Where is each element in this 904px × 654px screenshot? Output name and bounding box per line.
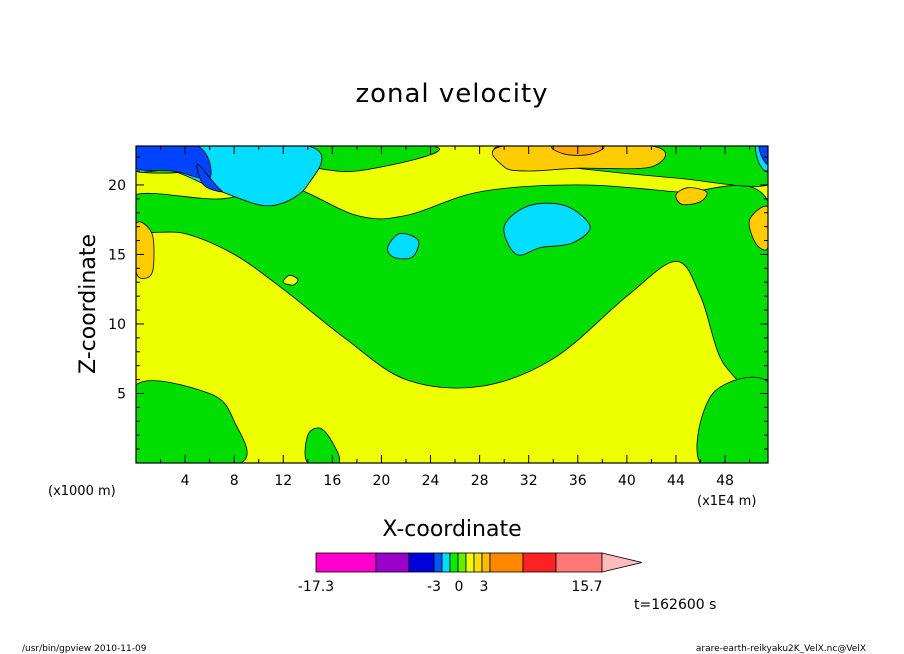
x-unit-label: (x1E4 m) bbox=[697, 494, 756, 509]
y-tick-label: 10 bbox=[108, 317, 126, 333]
contour-green-bottom-left bbox=[136, 380, 248, 463]
contour-green-band bbox=[136, 184, 768, 394]
x-axis-title: X-coordinate bbox=[382, 517, 521, 542]
colorbar-cell bbox=[481, 552, 491, 573]
y-tick-label: 5 bbox=[117, 386, 126, 402]
contour-green-bottom-right bbox=[696, 376, 768, 463]
contour-cyan-mid-right bbox=[503, 202, 591, 256]
colorbar-cell bbox=[441, 552, 451, 573]
colorbar-cell bbox=[375, 552, 410, 573]
contour-orange-top-right bbox=[491, 146, 666, 172]
colorbar-label: 0 bbox=[455, 579, 464, 595]
x-tick-label: 44 bbox=[667, 473, 685, 489]
x-tick-label: 40 bbox=[618, 473, 636, 489]
contour-blue-top-left-tail bbox=[196, 163, 223, 193]
x-tick-label: 28 bbox=[471, 473, 489, 489]
contour-blue-top-right-corner bbox=[758, 146, 768, 165]
colorbar-cell bbox=[449, 552, 459, 573]
y-tick-label: 20 bbox=[108, 178, 126, 194]
contour-blue-top-left bbox=[136, 146, 212, 180]
x-tick-label: 8 bbox=[230, 473, 239, 489]
x-tick-label: 32 bbox=[520, 473, 538, 489]
contour-cyan-mid-small bbox=[387, 232, 420, 260]
contour-green-bottom-mid bbox=[304, 427, 341, 463]
x-tick-label: 36 bbox=[569, 473, 587, 489]
colorbar-label: 15.7 bbox=[571, 579, 602, 595]
colorbar-label: -17.3 bbox=[298, 579, 334, 595]
colorbar-cell bbox=[465, 552, 475, 573]
y-unit-label: (x1000 m) bbox=[48, 484, 116, 499]
x-tick-label: 4 bbox=[181, 473, 190, 489]
colorbar-arrow bbox=[601, 552, 643, 573]
x-tick-label: 20 bbox=[373, 473, 391, 489]
colorbar-label: 3 bbox=[480, 579, 489, 595]
colorbar-cell bbox=[408, 552, 435, 573]
x-tick-label: 12 bbox=[274, 473, 292, 489]
colorbar-cell bbox=[457, 552, 467, 573]
contour-yellow-small-dot bbox=[282, 274, 299, 286]
contour-orange-left-edge bbox=[136, 221, 155, 279]
colorbar-cell bbox=[433, 552, 443, 573]
colorbar-cell bbox=[473, 552, 483, 573]
x-tick-label: 16 bbox=[323, 473, 341, 489]
footer-right: arare-earth-reikyaku2K_VelX.nc@VelX bbox=[696, 644, 866, 654]
footer-left: /usr/bin/gpview 2010-11-09 bbox=[22, 644, 147, 654]
colorbar-cell bbox=[489, 552, 524, 573]
plot-frame bbox=[135, 145, 769, 464]
contour-orange-right-small bbox=[675, 187, 708, 206]
chart-title: zonal velocity bbox=[355, 79, 548, 109]
x-tick-label: 24 bbox=[422, 473, 440, 489]
colorbar-label: -3 bbox=[427, 579, 441, 595]
y-tick-label: 15 bbox=[108, 247, 126, 263]
x-tick-label: 48 bbox=[716, 473, 734, 489]
colorbar-cell bbox=[555, 552, 603, 573]
time-label: t=162600 s bbox=[634, 597, 716, 613]
colorbar-cell bbox=[522, 552, 557, 573]
colorbar-cell bbox=[315, 552, 377, 573]
y-axis-title: Z-coordinate bbox=[76, 234, 101, 374]
colorbar bbox=[315, 552, 643, 573]
contour-orange-right-edge bbox=[748, 205, 768, 251]
